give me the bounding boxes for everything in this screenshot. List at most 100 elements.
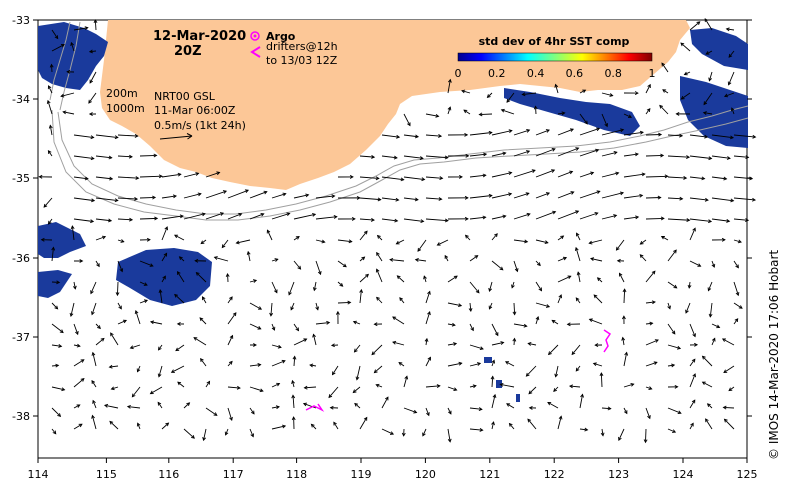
- product-label: NRT00 GSL: [154, 90, 216, 103]
- current-arrow: [711, 134, 735, 140]
- colorbar-gradient: [457, 52, 653, 62]
- current-arrow: [291, 416, 296, 430]
- current-arrow: [337, 195, 361, 200]
- current-arrow: [73, 359, 85, 367]
- current-arrow: [535, 302, 551, 308]
- current-arrow: [535, 169, 556, 178]
- current-arrow: [271, 323, 276, 331]
- current-arrow: [205, 407, 218, 416]
- current-arrow: [205, 380, 211, 388]
- current-arrow: [689, 260, 702, 267]
- current-arrow: [117, 260, 124, 273]
- current-arrow: [73, 134, 95, 140]
- current-arrow: [202, 428, 207, 442]
- current-arrow: [579, 190, 601, 199]
- current-arrow: [469, 362, 482, 367]
- lon-tick-119: 119: [351, 458, 372, 481]
- current-arrow: [447, 342, 458, 346]
- argo-label: Argo: [266, 30, 296, 43]
- current-arrow: [659, 104, 669, 115]
- depth-200-label: 200m: [106, 87, 138, 100]
- current-arrow: [667, 249, 677, 262]
- current-arrow: [733, 155, 750, 160]
- lon-tick-125: 125: [737, 458, 758, 481]
- current-arrow: [728, 50, 735, 58]
- current-arrow: [176, 270, 185, 283]
- lon-tick-label: 118: [286, 468, 307, 481]
- current-arrow: [623, 130, 644, 136]
- current-arrow: [491, 129, 513, 136]
- current-arrow: [645, 174, 669, 179]
- current-arrow: [205, 212, 225, 220]
- current-arrow: [623, 407, 628, 415]
- current-arrow: [527, 418, 537, 430]
- current-arrow: [312, 281, 317, 292]
- current-arrow: [117, 176, 140, 180]
- current-arrow: [707, 281, 713, 292]
- current-arrow: [557, 170, 574, 178]
- current-arrow: [399, 297, 405, 304]
- date-label: 12-Mar-2020: [153, 29, 246, 44]
- current-arrow: [576, 232, 581, 241]
- current-arrow: [645, 386, 653, 390]
- current-arrow: [601, 406, 612, 411]
- current-arrow: [579, 148, 600, 157]
- current-arrow: [291, 394, 296, 409]
- current-arrow: [157, 365, 163, 378]
- current-arrow: [576, 271, 581, 283]
- current-arrow: [375, 268, 383, 283]
- current-arrow: [689, 197, 709, 202]
- current-arrow: [95, 235, 107, 241]
- current-arrow: [40, 237, 53, 242]
- current-arrow: [705, 50, 713, 55]
- legend: Argo drifters@12h to 13/03 12Z: [250, 30, 338, 67]
- current-arrow: [733, 218, 750, 223]
- current-arrow: [88, 92, 97, 104]
- current-arrow: [315, 239, 326, 244]
- current-arrow: [463, 109, 471, 115]
- lat-tick-label: -34: [12, 93, 30, 106]
- current-arrow: [310, 423, 317, 430]
- current-arrow: [335, 310, 340, 325]
- current-arrow: [601, 113, 608, 128]
- current-arrow: [293, 236, 300, 241]
- current-arrow: [225, 272, 230, 283]
- current-arrow: [249, 407, 255, 415]
- current-arrow: [108, 364, 119, 369]
- current-arrow: [271, 344, 282, 349]
- current-arrow: [117, 134, 139, 138]
- current-arrow: [266, 229, 273, 241]
- current-arrow: [689, 323, 696, 338]
- current-arrow: [528, 405, 537, 410]
- current-arrow: [224, 428, 229, 436]
- current-arrow: [271, 405, 280, 410]
- current-arrow: [359, 256, 366, 262]
- current-arrow: [46, 99, 53, 115]
- current-arrow: [447, 407, 452, 415]
- current-arrow: [689, 342, 699, 347]
- current-arrow: [639, 254, 647, 262]
- current-arrow: [554, 83, 559, 94]
- current-arrow: [271, 192, 287, 199]
- current-arrow: [158, 289, 163, 304]
- current-arrow: [708, 71, 713, 82]
- current-arrow: [708, 302, 713, 318]
- current-arrow: [685, 302, 691, 314]
- current-arrow: [513, 323, 528, 328]
- current-arrow: [513, 150, 531, 157]
- current-arrow: [359, 154, 376, 159]
- current-arrow: [594, 343, 603, 348]
- current-arrow: [469, 407, 483, 411]
- current-arrow: [535, 210, 557, 220]
- current-arrow: [183, 192, 202, 199]
- current-arrow: [117, 239, 125, 243]
- current-arrow: [161, 226, 169, 241]
- current-arrow: [161, 422, 170, 430]
- current-arrow: [51, 386, 66, 392]
- current-arrow: [618, 428, 625, 441]
- current-arrow: [689, 358, 696, 367]
- current-arrow: [723, 418, 735, 430]
- current-arrow: [557, 111, 566, 116]
- lon-tick-label: 117: [223, 468, 244, 481]
- current-arrow: [425, 290, 431, 304]
